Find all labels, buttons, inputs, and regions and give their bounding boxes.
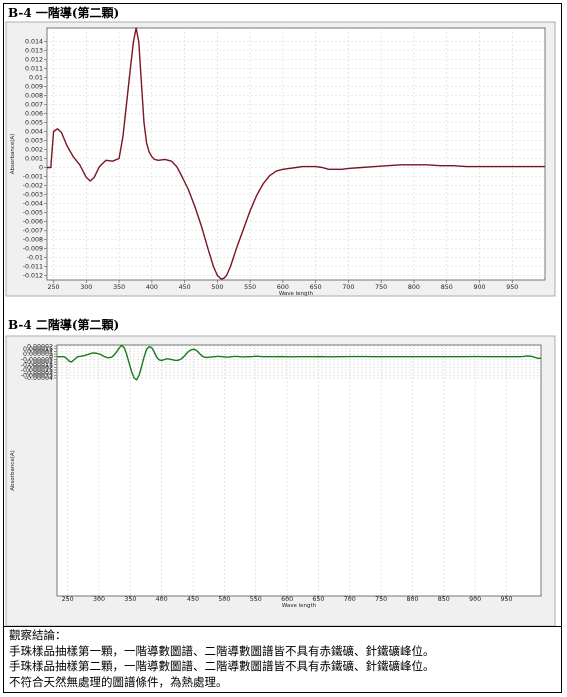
x-tick-label: 600 <box>281 596 293 603</box>
y-tick-label: 0.007 <box>25 102 43 109</box>
x-tick-label: 900 <box>469 596 481 603</box>
y-tick-label: 0 <box>49 354 53 361</box>
y-tick-label: -0.000015 <box>21 362 53 369</box>
y-tick-label: -0.008 <box>23 237 43 244</box>
y-tick-label: -0.011 <box>23 264 43 271</box>
x-tick-label: 750 <box>375 596 387 603</box>
y-tick-label: 0.00002 <box>27 343 53 350</box>
x-tick-label: 350 <box>124 596 136 603</box>
x-tick-label: 550 <box>250 596 262 603</box>
y-tick-label: -0.000005 <box>21 357 53 364</box>
x-tick-label: 950 <box>506 284 518 291</box>
report-frame <box>3 3 562 693</box>
chart-1-title: B-4 一階導(第二顆) <box>8 6 120 20</box>
x-tick-label: 450 <box>187 596 199 603</box>
y-tick-label: -0.003 <box>23 192 43 199</box>
notes-divider <box>3 626 562 627</box>
y-tick-label: 0.000005 <box>23 351 53 358</box>
y-tick-label: -0.00003 <box>25 370 53 377</box>
x-tick-label: 800 <box>408 284 420 291</box>
x-axis-title: Wave length <box>282 603 317 609</box>
first-derivative-chart: 250 300 350 400 450 500 550 600 650 700 750 800 850 9… <box>5 21 556 297</box>
x-tick-label: 750 <box>375 284 387 291</box>
y-tick-label: 0.001 <box>25 156 43 163</box>
x-tick-label: 250 <box>62 596 74 603</box>
x-tick-label: 700 <box>344 596 356 603</box>
plot-area <box>46 27 546 281</box>
y-tick-label: 0.003 <box>25 138 43 145</box>
y-tick-label: -0.000025 <box>21 367 53 374</box>
x-tick-label: 650 <box>312 596 324 603</box>
notes-line-1: 手珠樣品抽樣第一顆，一階導數圖譜、二階導數圖譜皆不具有赤鐵礦、針鐵礦峰位。 <box>9 643 435 658</box>
x-tick-label: 850 <box>438 596 450 603</box>
y-tick-label: -0.009 <box>23 246 43 253</box>
plot-area <box>56 344 542 597</box>
y-tick-label: 0.008 <box>25 93 43 100</box>
notes-heading: 觀察結論： <box>9 628 67 642</box>
x-tick-label: 900 <box>473 284 485 291</box>
y-tick-label: -0.00004 <box>25 375 53 382</box>
x-tick-label: 400 <box>156 596 168 603</box>
y-tick-label: 0.014 <box>25 39 43 46</box>
second-derivative-chart: 250 300 350 400 450 500 550 600 650 700 750 800 850 9… <box>5 335 556 627</box>
y-tick-label: 0.009 <box>25 84 43 91</box>
y-tick-label: 0.011 <box>25 66 43 73</box>
notes-line-3: 不符合天然無處理的圖譜條件，為熱處理。 <box>9 674 228 689</box>
x-tick-label: 600 <box>277 284 289 291</box>
y-tick-label: -0.004 <box>23 201 43 208</box>
y-tick-label: 0.006 <box>25 111 43 118</box>
y-tick-label: 0 <box>39 165 43 172</box>
chart-2-title: B-4 二階導(第二顆) <box>8 318 120 332</box>
x-tick-label: 500 <box>211 284 223 291</box>
x-tick-label: 350 <box>113 284 125 291</box>
x-axis-title: Wave length <box>279 291 314 297</box>
y-tick-label: -0.01 <box>27 255 43 262</box>
y-tick-label: -0.00002 <box>25 365 53 372</box>
y-tick-label: -0.001 <box>23 174 43 181</box>
y-tick-label: 0.004 <box>25 129 43 136</box>
y-tick-label: 0.00001 <box>27 349 53 356</box>
observation-notes: 觀察結論： 手珠樣品抽樣第一顆，一階導數圖譜、二階導數圖譜皆不具有赤鐵礦、針鐵礦… <box>9 628 559 690</box>
x-tick-label: 850 <box>441 284 453 291</box>
x-tick-label: 550 <box>244 284 256 291</box>
x-tick-label: 250 <box>48 284 60 291</box>
y-axis-title: Absorbance(A) <box>10 450 16 491</box>
y-axis-title: Absorbance(A) <box>10 134 16 175</box>
y-tick-label: -0.002 <box>23 183 43 190</box>
x-tick-label: 500 <box>218 596 230 603</box>
series-line <box>47 27 545 280</box>
y-tick-label: -0.006 <box>23 219 43 226</box>
y-tick-label: 0.005 <box>25 120 43 127</box>
x-tick-label: 300 <box>80 284 92 291</box>
y-tick-label: -0.007 <box>23 228 43 235</box>
y-tick-label: 0.002 <box>25 147 43 154</box>
x-tick-label: 400 <box>146 284 158 291</box>
x-tick-label: 950 <box>501 596 513 603</box>
y-tick-label: 0.01 <box>29 75 43 82</box>
x-tick-label: 300 <box>93 596 105 603</box>
y-tick-label: -0.00001 <box>25 359 53 366</box>
y-tick-label: -0.012 <box>23 273 43 280</box>
y-tick-label: 0.000015 <box>23 346 53 353</box>
x-tick-label: 450 <box>179 284 191 291</box>
y-tick-label: 0.013 <box>25 48 43 55</box>
y-tick-label: -0.000035 <box>21 373 53 380</box>
x-tick-label: 700 <box>342 284 354 291</box>
x-tick-label: 650 <box>310 284 322 291</box>
y-tick-label: -0.005 <box>23 210 43 217</box>
y-tick-label: 0.012 <box>25 57 43 64</box>
notes-line-2: 手珠樣品抽樣第二顆，一階導數圖譜、二階導數圖譜皆不具有赤鐵礦、針鐵礦峰位。 <box>9 659 435 673</box>
series-line <box>57 344 541 381</box>
x-tick-label: 800 <box>406 596 418 603</box>
